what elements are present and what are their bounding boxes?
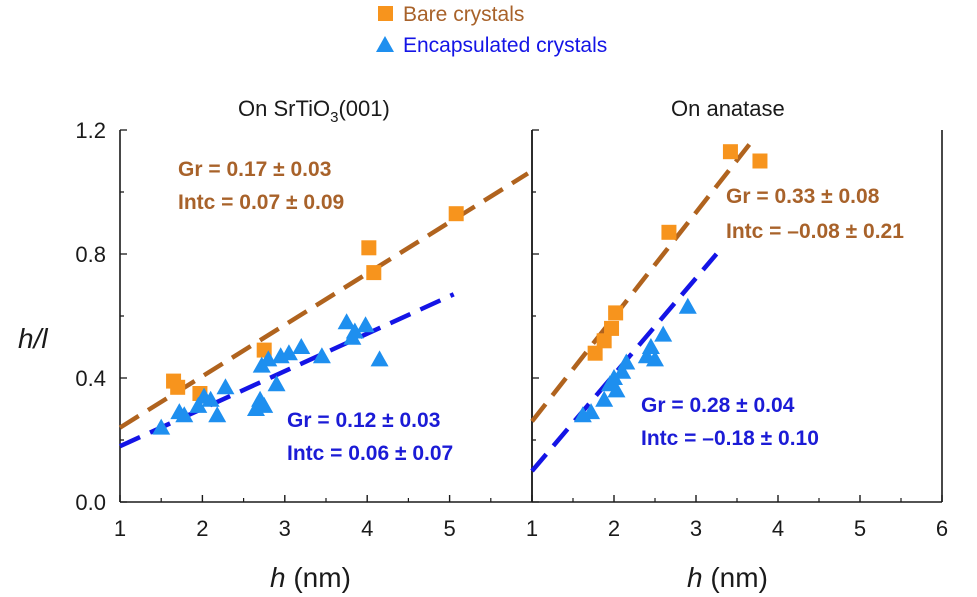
bare-fit-annotation: Gr = 0.33 ± 0.08 bbox=[726, 185, 880, 208]
left-panel-title-tail: (001) bbox=[338, 96, 389, 121]
bare-point bbox=[752, 153, 768, 169]
bare-point bbox=[170, 379, 186, 395]
x-tick-label: 6 bbox=[936, 516, 948, 541]
encapsulated-point bbox=[312, 347, 331, 364]
encapsulated-fit-annotation: Gr = 0.28 ± 0.04 bbox=[641, 394, 795, 417]
encapsulated-point bbox=[605, 369, 623, 385]
encapsulated-point bbox=[595, 390, 614, 407]
y-tick-label: 0.0 bbox=[75, 490, 106, 515]
encapsulated-point bbox=[678, 297, 697, 314]
left-panel-title-main: On SrTiO bbox=[238, 96, 330, 121]
encapsulated-point bbox=[607, 381, 626, 398]
bare-point bbox=[587, 345, 603, 361]
encapsulated-fit-annotation: Intc = 0.06 ± 0.07 bbox=[287, 442, 453, 465]
bare-point bbox=[608, 305, 624, 321]
right-panel-title: On anatase bbox=[671, 96, 785, 121]
left-x-axis-var: h bbox=[270, 562, 286, 593]
panel-right-plot: 1 2 3 4 5 6 Gr = 0.33 ± 0.08 Intc = –0.08 ± 0.2… bbox=[526, 129, 948, 541]
encapsulated-point bbox=[613, 362, 632, 379]
bare-point bbox=[448, 206, 464, 222]
encapsulated-point bbox=[337, 313, 356, 330]
encapsulated-point bbox=[267, 375, 286, 392]
bare-point bbox=[722, 144, 738, 160]
left-panel-title: On SrTiO3(001) bbox=[238, 96, 390, 126]
bare-fit-annotation: Gr = 0.17 ± 0.03 bbox=[178, 158, 331, 181]
x-tick-label: 4 bbox=[772, 516, 784, 541]
legend-bare-marker bbox=[378, 6, 393, 21]
x-tick-label: 1 bbox=[114, 516, 126, 541]
encapsulated-point bbox=[255, 396, 274, 413]
y-tick-label: 0.8 bbox=[75, 242, 106, 267]
encapsulated-point bbox=[617, 353, 636, 370]
bare-point bbox=[604, 320, 620, 336]
bare-point bbox=[361, 240, 377, 256]
bare-fit-annotation: Intc = 0.07 ± 0.09 bbox=[178, 191, 344, 214]
encapsulated-point bbox=[201, 390, 220, 407]
right-x-axis-var: h bbox=[687, 562, 703, 593]
encapsulated-fit-annotation: Gr = 0.12 ± 0.03 bbox=[287, 409, 440, 432]
encapsulated-point bbox=[356, 316, 375, 333]
legend: Bare crystals Encapsulated crystals bbox=[376, 3, 607, 57]
bare-fit-annotation: Intc = –0.08 ± 0.21 bbox=[726, 220, 904, 243]
left-panel-title-subscript: 3 bbox=[330, 109, 338, 126]
encapsulated-point bbox=[654, 325, 673, 342]
bare-point bbox=[596, 333, 612, 349]
legend-bare-label: Bare crystals bbox=[403, 3, 524, 26]
encapsulated-point bbox=[345, 322, 364, 339]
x-tick-label: 3 bbox=[690, 516, 702, 541]
encapsulated-point bbox=[189, 396, 208, 413]
encapsulated-fit-annotation: Intc = –0.18 ± 0.10 bbox=[641, 427, 819, 450]
bare-point bbox=[366, 265, 382, 281]
right-x-axis-label: h (nm) bbox=[687, 562, 768, 593]
x-tick-label: 5 bbox=[854, 516, 866, 541]
x-tick-label: 1 bbox=[526, 516, 538, 541]
y-tick-label: 1.2 bbox=[75, 118, 106, 143]
encapsulated-point bbox=[646, 350, 664, 367]
encapsulated-point bbox=[216, 378, 235, 395]
x-tick-label: 2 bbox=[196, 516, 208, 541]
left-x-axis-unit: (nm) bbox=[286, 562, 351, 593]
right-x-axis-unit: (nm) bbox=[703, 562, 768, 593]
encapsulated-point bbox=[582, 403, 601, 420]
encapsulated-point bbox=[175, 406, 194, 423]
panel-left-plot: 1 2 3 4 5 0.0 0.4 0.8 1.2 Gr = 0.17 ± 0.03 Intc = … bbox=[75, 118, 533, 541]
encapsulated-point bbox=[208, 406, 227, 423]
encapsulated-point bbox=[292, 338, 311, 354]
x-tick-label: 4 bbox=[361, 516, 373, 541]
encapsulated-point bbox=[370, 350, 389, 367]
legend-encapsulated-marker bbox=[376, 36, 394, 52]
x-tick-label: 5 bbox=[443, 516, 455, 541]
encapsulated-fit-line bbox=[119, 292, 455, 449]
y-tick-label: 0.4 bbox=[75, 366, 106, 391]
x-tick-label: 2 bbox=[608, 516, 620, 541]
bare-fit-line bbox=[530, 137, 756, 423]
left-x-axis-label: h (nm) bbox=[270, 562, 351, 593]
encapsulated-point bbox=[152, 418, 171, 435]
x-tick-label: 3 bbox=[279, 516, 291, 541]
legend-encapsulated-label: Encapsulated crystals bbox=[403, 34, 607, 57]
bare-point bbox=[661, 224, 677, 240]
y-axis-label: h/l bbox=[18, 323, 48, 354]
encapsulated-point bbox=[641, 338, 660, 354]
encapsulated-point bbox=[279, 344, 298, 361]
